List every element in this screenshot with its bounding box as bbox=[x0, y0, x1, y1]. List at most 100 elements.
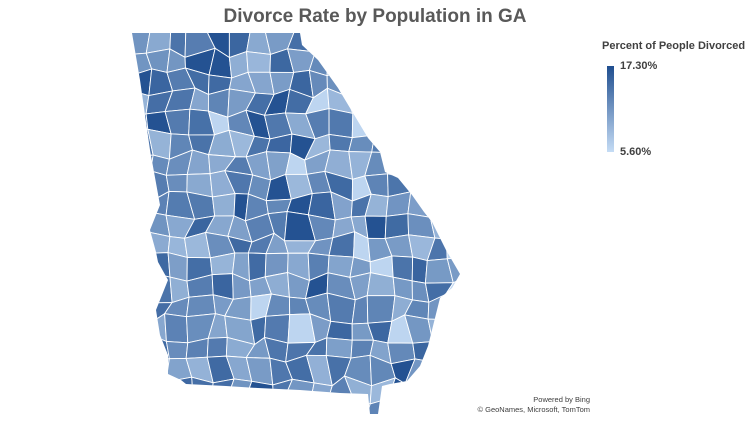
powered-by-text: Powered by Bing bbox=[533, 395, 590, 404]
county-region bbox=[428, 152, 452, 181]
county-region bbox=[411, 88, 429, 112]
county-region bbox=[372, 47, 396, 79]
county-region bbox=[187, 400, 211, 414]
county-region bbox=[224, 396, 255, 414]
county-region bbox=[387, 47, 416, 79]
county-region bbox=[345, 69, 374, 97]
county-region bbox=[211, 193, 236, 217]
county-regions bbox=[132, 33, 460, 414]
county-region bbox=[132, 359, 151, 379]
county-region bbox=[247, 252, 267, 282]
county-region bbox=[347, 33, 374, 52]
county-region bbox=[326, 320, 353, 341]
county-region bbox=[310, 396, 329, 414]
county-region bbox=[132, 320, 155, 346]
county-region bbox=[428, 195, 454, 218]
county-region bbox=[132, 68, 153, 97]
county-region bbox=[353, 401, 371, 414]
county-region bbox=[425, 399, 453, 414]
county-region bbox=[132, 154, 154, 181]
county-region bbox=[446, 33, 460, 55]
county-region bbox=[425, 375, 456, 403]
county-region bbox=[445, 216, 460, 240]
county-region bbox=[328, 133, 353, 153]
county-region bbox=[394, 110, 415, 137]
county-region bbox=[413, 133, 430, 160]
county-region bbox=[445, 333, 460, 366]
county-region bbox=[132, 295, 155, 323]
county-region bbox=[246, 51, 272, 73]
county-region bbox=[132, 396, 148, 414]
county-region bbox=[450, 179, 460, 197]
county-region bbox=[245, 380, 274, 404]
county-region bbox=[407, 213, 436, 239]
county-region bbox=[387, 396, 407, 414]
county-region bbox=[411, 108, 429, 141]
county-region bbox=[132, 251, 155, 279]
county-region bbox=[427, 318, 454, 343]
county-region bbox=[366, 295, 396, 324]
county-region bbox=[325, 337, 353, 359]
county-region bbox=[284, 396, 316, 414]
county-region bbox=[428, 171, 454, 201]
county-region bbox=[208, 402, 233, 414]
county-region bbox=[427, 360, 456, 383]
county-region bbox=[393, 89, 415, 117]
county-region bbox=[371, 76, 396, 96]
county-region bbox=[424, 70, 446, 95]
county-region bbox=[450, 319, 460, 344]
county-region bbox=[450, 108, 460, 137]
county-region bbox=[371, 89, 396, 117]
legend-max-label: 17.30% bbox=[620, 60, 658, 72]
county-region bbox=[387, 152, 416, 179]
county-region bbox=[384, 213, 410, 239]
county-region bbox=[424, 108, 455, 141]
county-region bbox=[413, 73, 433, 91]
county-region bbox=[444, 50, 460, 72]
county-region bbox=[443, 93, 460, 110]
county-region bbox=[132, 375, 151, 406]
county-region bbox=[412, 341, 434, 362]
county-region bbox=[266, 397, 287, 414]
county-region bbox=[371, 134, 396, 154]
county-region bbox=[429, 33, 448, 55]
county-region bbox=[132, 335, 156, 367]
county-region bbox=[206, 336, 228, 358]
legend-color-scale bbox=[607, 66, 614, 152]
county-region bbox=[209, 378, 235, 405]
county-region bbox=[444, 70, 460, 98]
county-region bbox=[392, 133, 415, 157]
county-region bbox=[348, 134, 376, 153]
county-region bbox=[405, 396, 432, 414]
county-region bbox=[424, 135, 452, 160]
county-region bbox=[165, 340, 189, 360]
county-region bbox=[165, 376, 194, 405]
county-region bbox=[445, 152, 460, 181]
county-region bbox=[393, 75, 415, 91]
county-region bbox=[328, 108, 354, 139]
county-region bbox=[326, 48, 349, 77]
county-region bbox=[167, 252, 188, 282]
county-region bbox=[446, 195, 460, 219]
county-region bbox=[326, 33, 349, 54]
county-region bbox=[372, 33, 393, 52]
county-region bbox=[446, 394, 460, 414]
county-region bbox=[145, 375, 175, 406]
county-region bbox=[310, 382, 333, 401]
county-region bbox=[404, 33, 435, 53]
county-region bbox=[404, 381, 429, 401]
county-region bbox=[444, 292, 460, 323]
county-region bbox=[145, 396, 176, 414]
county-region bbox=[372, 111, 396, 137]
county-region bbox=[424, 88, 455, 110]
county-region bbox=[173, 400, 194, 414]
county-region bbox=[146, 252, 171, 278]
county-region bbox=[431, 51, 448, 75]
county-region bbox=[446, 375, 460, 403]
county-region bbox=[364, 215, 387, 239]
county-region bbox=[445, 359, 460, 378]
county-region bbox=[411, 256, 428, 284]
county-region bbox=[165, 173, 188, 193]
